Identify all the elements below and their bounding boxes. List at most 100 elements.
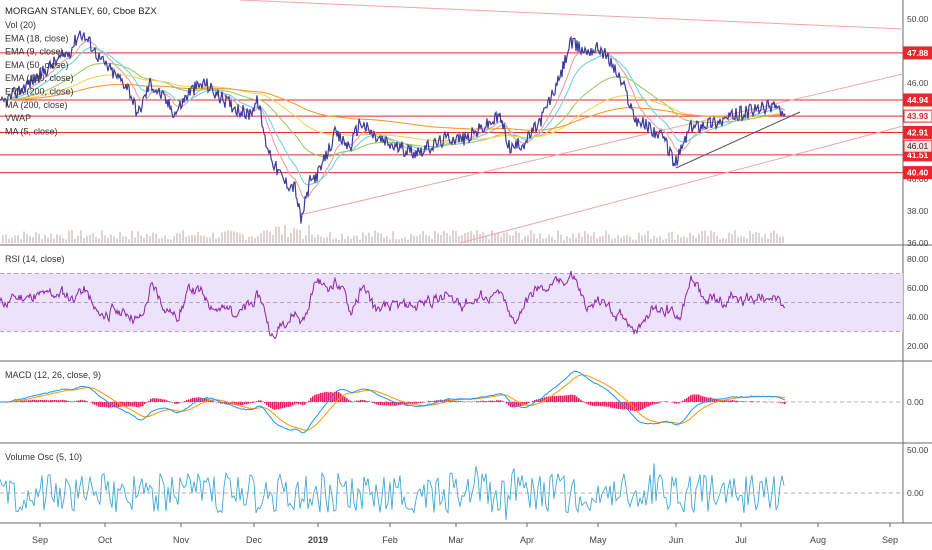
volume-bar (245, 239, 247, 243)
macd-hist-bar (740, 401, 742, 402)
macd-hist-bar (686, 397, 688, 402)
macd-hist-bar (396, 402, 398, 406)
volume-bar (218, 237, 220, 243)
macd-hist-bar (410, 402, 412, 404)
volume-bar (206, 237, 208, 243)
volume-bar (575, 237, 577, 243)
macd-hist-bar (614, 402, 616, 409)
volume-bar (416, 236, 418, 243)
volume-bar (668, 232, 670, 243)
level-tag-label: 47.88 (907, 48, 929, 58)
current-price-tag (903, 139, 932, 153)
macd-hist-bar (302, 402, 304, 406)
volume-bar (533, 233, 535, 243)
macd-hist-bar (238, 402, 240, 405)
macd-hist-bar (128, 402, 130, 407)
macd-hist-bar (384, 402, 386, 406)
volume-bar (650, 238, 652, 243)
volume-bar (11, 237, 13, 243)
macd-label: MACD (12, 26, close, 9) (5, 370, 101, 380)
macd-hist-bar (22, 400, 24, 402)
macd-hist-bar (574, 395, 576, 402)
macd-hist-bar (646, 402, 648, 407)
macd-hist-bar (344, 396, 346, 402)
volume-bar (98, 238, 100, 243)
volume-bar (572, 233, 574, 243)
macd-hist-bar (404, 402, 406, 405)
macd-hist-bar (236, 402, 238, 405)
time-tick-label: Aug (810, 535, 826, 545)
macd-hist-bar (240, 402, 242, 405)
macd-hist-bar (722, 400, 724, 402)
macd-hist-bar (544, 397, 546, 402)
volume-bar (275, 226, 277, 243)
trendline-rising (299, 73, 904, 216)
macd-hist-bar (276, 402, 278, 410)
level-tag (903, 125, 932, 139)
macd-hist-bar (144, 402, 146, 405)
price-tick-label: 46.00 (907, 78, 929, 88)
volosc-line (0, 463, 785, 521)
indicator-label: EMA (9, close) (5, 47, 64, 57)
volume-bar (308, 224, 310, 243)
macd-hist-bar (322, 392, 324, 402)
volume-bar (344, 239, 346, 243)
volume-bar (458, 235, 460, 243)
macd-hist-bar (490, 400, 492, 402)
volume-bar (494, 234, 496, 243)
volume-bar (491, 230, 493, 243)
time-tick-label: Jun (669, 535, 684, 545)
volume-bar (392, 231, 394, 243)
macd-hist-bar (524, 402, 526, 406)
macd-hist-bar (26, 400, 28, 402)
macd-hist-bar (350, 400, 352, 402)
volume-bar (164, 235, 166, 243)
price-line (0, 30, 786, 224)
volume-bar (653, 235, 655, 243)
macd-hist-bar (148, 400, 150, 402)
volume-bar (467, 232, 469, 243)
volosc-tick-label: 0.00 (907, 488, 924, 498)
volume-bar (119, 232, 121, 243)
volume-bar (242, 234, 244, 243)
macd-hist-bar (500, 400, 502, 402)
macd-hist-bar (32, 399, 34, 402)
macd-hist-bar (638, 402, 640, 411)
macd-hist-bar (184, 401, 186, 402)
macd-hist-bar (604, 402, 606, 407)
macd-hist-bar (196, 397, 198, 402)
macd-hist-bar (422, 402, 424, 403)
macd-hist-bar (542, 398, 544, 402)
volume-bar (701, 231, 703, 243)
volume-bar (320, 236, 322, 243)
macd-hist-bar (552, 395, 554, 402)
volume-bar (746, 238, 748, 243)
volosc-tick-label: 50.00 (907, 445, 929, 455)
macd-hist-bar (592, 402, 594, 406)
macd-hist-bar (312, 396, 314, 402)
volume-bar (644, 234, 646, 243)
volume-bar (524, 236, 526, 243)
macd-hist-bar (758, 401, 760, 402)
volume-bar (299, 230, 301, 243)
volume-bar (179, 233, 181, 243)
volume-bar (365, 235, 367, 243)
volume-bar (659, 236, 661, 243)
volume-bar (53, 238, 55, 243)
volume-bar (449, 235, 451, 243)
volume-bar (65, 239, 67, 243)
macd-hist-bar (512, 402, 514, 408)
macd-hist-bar (706, 397, 708, 402)
volume-bar (476, 230, 478, 243)
volume-bar (470, 230, 472, 243)
macd-hist-bar (134, 402, 136, 407)
volume-bar (743, 236, 745, 243)
volume-bar (473, 234, 475, 243)
macd-hist-bar (38, 400, 40, 402)
macd-hist-bar (358, 400, 360, 402)
volume-bar (254, 237, 256, 243)
trendline-top (239, 0, 904, 30)
macd-hist-bar (60, 400, 62, 402)
volume-bar (404, 236, 406, 243)
